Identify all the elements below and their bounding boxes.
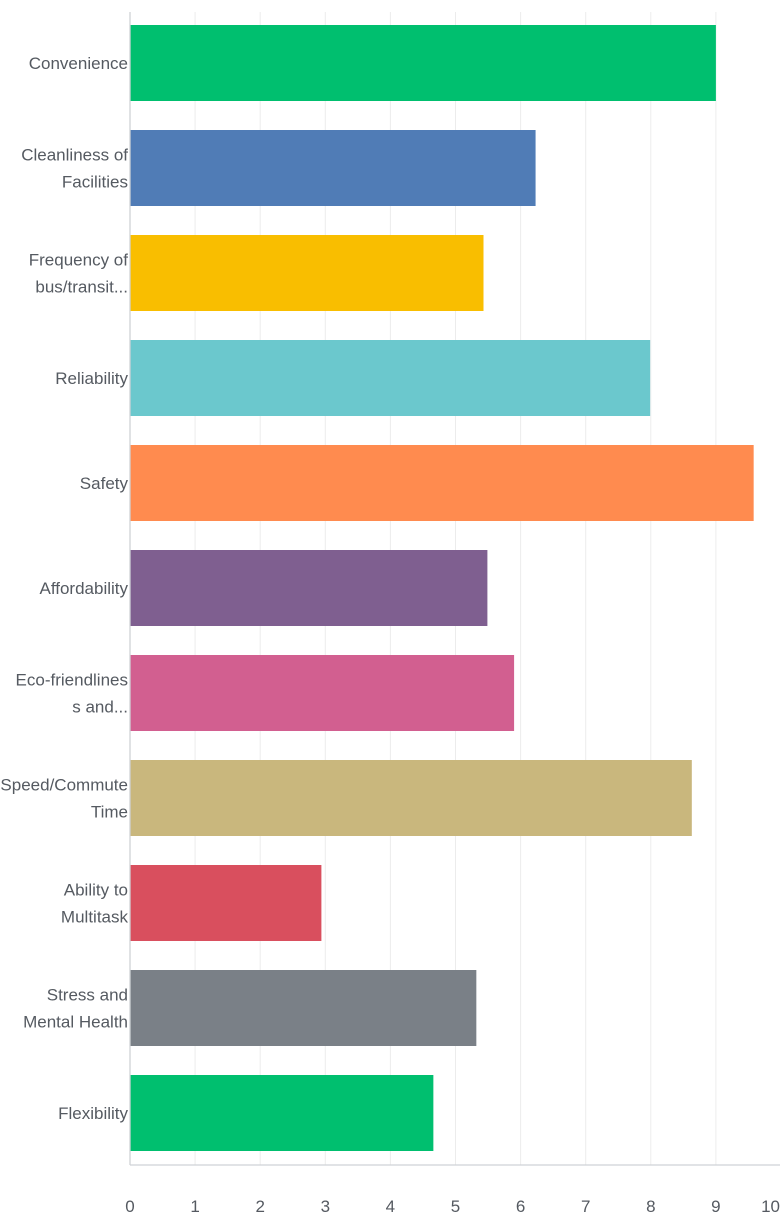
- category-label: Facilities: [62, 173, 128, 192]
- category-label: Eco-friendlines: [16, 671, 128, 690]
- category-label: Ability to: [64, 881, 128, 900]
- category-label: Time: [91, 803, 128, 822]
- x-tick-label: 4: [386, 1197, 395, 1216]
- category-label: bus/transit...: [35, 278, 128, 297]
- category-label: Cleanliness of: [21, 146, 128, 165]
- category-label: Affordability: [39, 579, 128, 598]
- category-label: Multitask: [61, 908, 129, 927]
- x-tick-label: 7: [581, 1197, 590, 1216]
- category-label: Frequency of: [29, 251, 128, 270]
- bar: [130, 130, 536, 206]
- x-tick-label: 2: [255, 1197, 264, 1216]
- category-label: s and...: [72, 698, 128, 717]
- bar: [130, 550, 488, 626]
- x-tick-label: 5: [451, 1197, 460, 1216]
- bar: [130, 1075, 434, 1151]
- x-tick-label: 10: [761, 1197, 780, 1216]
- category-label: Safety: [80, 474, 129, 493]
- bar: [130, 235, 484, 311]
- category-label: Flexibility: [58, 1104, 128, 1123]
- category-label: Speed/Commute: [0, 776, 128, 795]
- x-tick-label: 9: [711, 1197, 720, 1216]
- bar: [130, 655, 515, 731]
- category-labels: Convenience Cleanliness of Facilities Frequ…: [0, 54, 128, 1123]
- bar: [130, 760, 692, 836]
- x-tick-label: 8: [646, 1197, 655, 1216]
- x-axis: 0 1 2 3 4 5 6 7 8 9 10: [125, 12, 780, 1216]
- bar: [130, 445, 754, 521]
- bar: [130, 340, 651, 416]
- category-label: Mental Health: [23, 1013, 128, 1032]
- bar: [130, 865, 322, 941]
- x-tick-label: 3: [321, 1197, 330, 1216]
- bars-group: [130, 25, 754, 1151]
- bar: [130, 25, 716, 101]
- bar: [130, 970, 477, 1046]
- category-label: Reliability: [55, 369, 128, 388]
- x-tick-label: 6: [516, 1197, 525, 1216]
- x-tick-label: 0: [125, 1197, 134, 1216]
- category-label: Stress and: [47, 986, 128, 1005]
- x-tick-label: 1: [190, 1197, 199, 1216]
- category-label: Convenience: [29, 54, 128, 73]
